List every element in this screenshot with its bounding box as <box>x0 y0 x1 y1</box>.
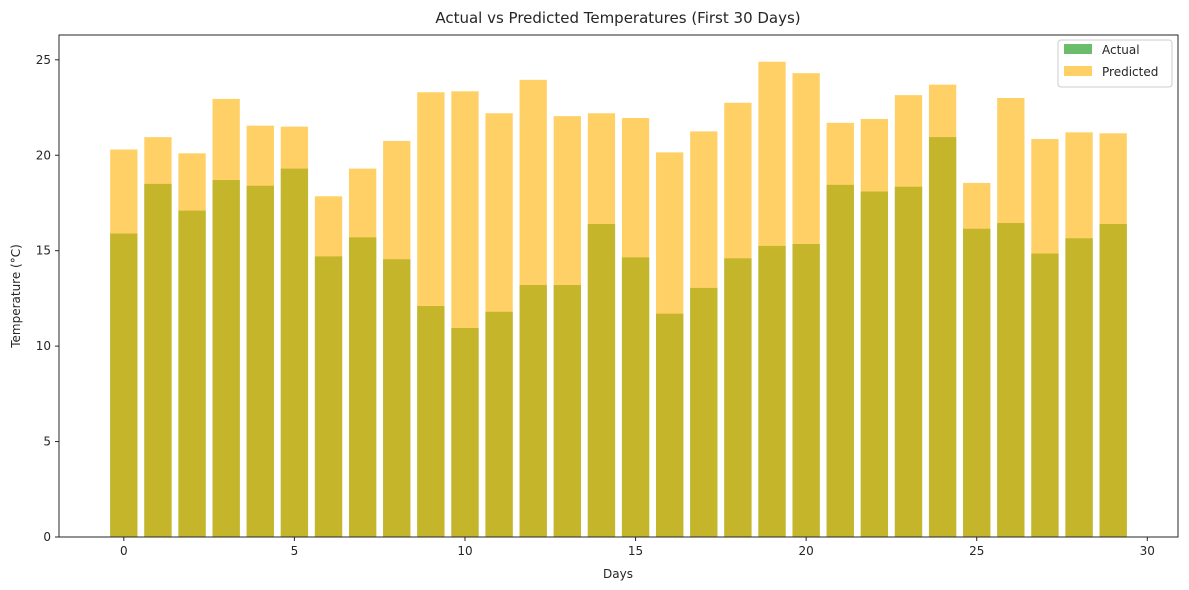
y-tick-label: 20 <box>36 148 51 162</box>
legend-swatch-predicted <box>1064 66 1092 76</box>
chart-title: Actual vs Predicted Temperatures (First … <box>435 9 800 27</box>
bar-predicted-17 <box>690 131 718 537</box>
x-tick-label: 20 <box>798 544 813 558</box>
bar-predicted-24 <box>928 84 957 537</box>
legend: Actual Predicted <box>1057 39 1173 88</box>
bar-predicted-21 <box>826 122 854 538</box>
bar-predicted-14 <box>587 113 616 538</box>
y-tick-label: 15 <box>36 244 51 258</box>
bar-predicted-20 <box>792 73 820 538</box>
legend-label-predicted: Predicted <box>1102 65 1158 79</box>
plot-frame <box>58 34 1179 538</box>
bar-predicted-3 <box>212 98 240 537</box>
bar-predicted-4 <box>246 125 274 537</box>
bar-predicted-1 <box>144 137 172 538</box>
x-tick-label: 25 <box>969 544 984 558</box>
bar-predicted-25 <box>963 182 991 538</box>
bar-predicted-0 <box>110 149 138 537</box>
bar-predicted-5 <box>280 126 309 537</box>
bar-predicted-27 <box>1031 139 1059 537</box>
bar-predicted-11 <box>485 113 513 538</box>
x-tick-label: 0 <box>120 544 128 558</box>
bar-predicted-10 <box>451 91 479 537</box>
bar-predicted-12 <box>519 79 547 537</box>
bar-predicted-23 <box>894 95 923 537</box>
bar-predicted-2 <box>178 153 206 537</box>
bar-predicted-29 <box>1099 133 1127 537</box>
legend-swatch-actual <box>1064 44 1092 54</box>
bar-predicted-28 <box>1065 132 1093 537</box>
bar-predicted-16 <box>656 152 684 538</box>
bar-predicted-13 <box>553 116 581 537</box>
y-axis-ticks: 0 5 10 15 20 25 <box>36 53 59 544</box>
series-predicted <box>110 61 1127 538</box>
y-tick-label: 0 <box>43 530 51 544</box>
bar-predicted-8 <box>383 140 411 537</box>
bar-predicted-15 <box>621 118 650 537</box>
y-tick-label: 25 <box>36 53 51 67</box>
x-tick-label: 15 <box>628 544 643 558</box>
x-axis-label: Days <box>603 567 633 581</box>
x-tick-label: 5 <box>291 544 299 558</box>
bar-predicted-18 <box>724 102 752 537</box>
y-tick-label: 5 <box>43 435 51 449</box>
bar-predicted-7 <box>348 168 377 537</box>
x-axis-ticks: 0 5 10 15 20 25 30 <box>120 537 1155 558</box>
y-tick-label: 10 <box>36 339 51 353</box>
bar-predicted-26 <box>997 97 1025 538</box>
bar-predicted-6 <box>314 196 343 537</box>
x-tick-label: 30 <box>1140 544 1155 558</box>
y-axis-label: Temperature (°C) <box>9 244 23 349</box>
legend-label-actual: Actual <box>1102 43 1140 57</box>
x-tick-label: 10 <box>457 544 472 558</box>
bar-predicted-19 <box>758 61 786 537</box>
bar-predicted-9 <box>417 92 445 537</box>
bars-layer <box>110 61 1127 538</box>
bar-predicted-22 <box>860 118 889 537</box>
